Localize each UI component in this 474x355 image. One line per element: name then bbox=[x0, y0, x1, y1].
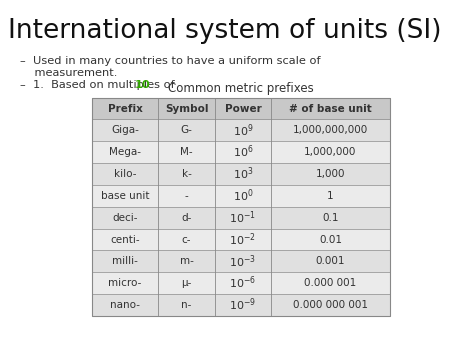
Text: $10^{3}$: $10^{3}$ bbox=[233, 166, 253, 182]
Text: 10: 10 bbox=[135, 80, 151, 90]
Bar bbox=[92, 207, 390, 229]
Text: 1,000: 1,000 bbox=[316, 169, 345, 179]
Text: 0.001: 0.001 bbox=[316, 256, 345, 266]
Text: M-: M- bbox=[180, 147, 193, 157]
Text: base unit: base unit bbox=[101, 191, 149, 201]
Text: kilo-: kilo- bbox=[114, 169, 137, 179]
Text: milli-: milli- bbox=[112, 256, 138, 266]
Bar bbox=[92, 185, 390, 207]
Text: micro-: micro- bbox=[109, 278, 142, 288]
Text: –  Used in many countries to have a uniform scale of: – Used in many countries to have a unifo… bbox=[20, 56, 320, 66]
Bar bbox=[92, 98, 390, 120]
Text: $10^{-2}$: $10^{-2}$ bbox=[229, 231, 256, 248]
Text: 0.01: 0.01 bbox=[319, 235, 342, 245]
Text: $10^{-3}$: $10^{-3}$ bbox=[229, 253, 256, 270]
Text: International system of units (SI): International system of units (SI) bbox=[8, 18, 442, 44]
Bar bbox=[92, 294, 390, 316]
Text: Prefix: Prefix bbox=[108, 104, 143, 114]
Text: 1,000,000,000: 1,000,000,000 bbox=[293, 125, 368, 135]
Text: $10^{9}$: $10^{9}$ bbox=[233, 122, 253, 139]
Text: centi-: centi- bbox=[110, 235, 140, 245]
Text: n-: n- bbox=[182, 300, 191, 310]
Bar bbox=[92, 272, 390, 294]
Bar bbox=[92, 229, 390, 250]
Bar bbox=[92, 120, 390, 141]
Text: 0.000 000 001: 0.000 000 001 bbox=[293, 300, 368, 310]
Text: Mega-: Mega- bbox=[109, 147, 141, 157]
Text: Common metric prefixes: Common metric prefixes bbox=[168, 82, 314, 95]
Text: $10^{6}$: $10^{6}$ bbox=[233, 144, 253, 160]
Text: Symbol: Symbol bbox=[165, 104, 208, 114]
Text: $10^{-9}$: $10^{-9}$ bbox=[229, 297, 256, 313]
Text: measurement.: measurement. bbox=[20, 68, 117, 78]
Text: k-: k- bbox=[182, 169, 191, 179]
Text: d-: d- bbox=[182, 213, 191, 223]
Text: 1: 1 bbox=[327, 191, 334, 201]
Text: G-: G- bbox=[181, 125, 192, 135]
Text: Giga-: Giga- bbox=[111, 125, 139, 135]
Text: Power: Power bbox=[225, 104, 261, 114]
Text: deci-: deci- bbox=[112, 213, 138, 223]
Text: m-: m- bbox=[180, 256, 193, 266]
Text: $10^{0}$: $10^{0}$ bbox=[233, 187, 253, 204]
Text: $10^{-1}$: $10^{-1}$ bbox=[229, 209, 256, 226]
Text: 0.1: 0.1 bbox=[322, 213, 338, 223]
Bar bbox=[92, 250, 390, 272]
Text: nano-: nano- bbox=[110, 300, 140, 310]
Text: –  1.  Based on multiples of: – 1. Based on multiples of bbox=[20, 80, 178, 90]
Bar bbox=[92, 98, 390, 316]
Text: c-: c- bbox=[182, 235, 191, 245]
Bar bbox=[92, 141, 390, 163]
Text: # of base unit: # of base unit bbox=[289, 104, 372, 114]
Bar bbox=[92, 163, 390, 185]
Text: μ-: μ- bbox=[182, 278, 191, 288]
Text: 1,000,000: 1,000,000 bbox=[304, 147, 356, 157]
Text: $10^{-6}$: $10^{-6}$ bbox=[229, 275, 256, 291]
Text: -: - bbox=[185, 191, 188, 201]
Text: 0.000 001: 0.000 001 bbox=[304, 278, 356, 288]
